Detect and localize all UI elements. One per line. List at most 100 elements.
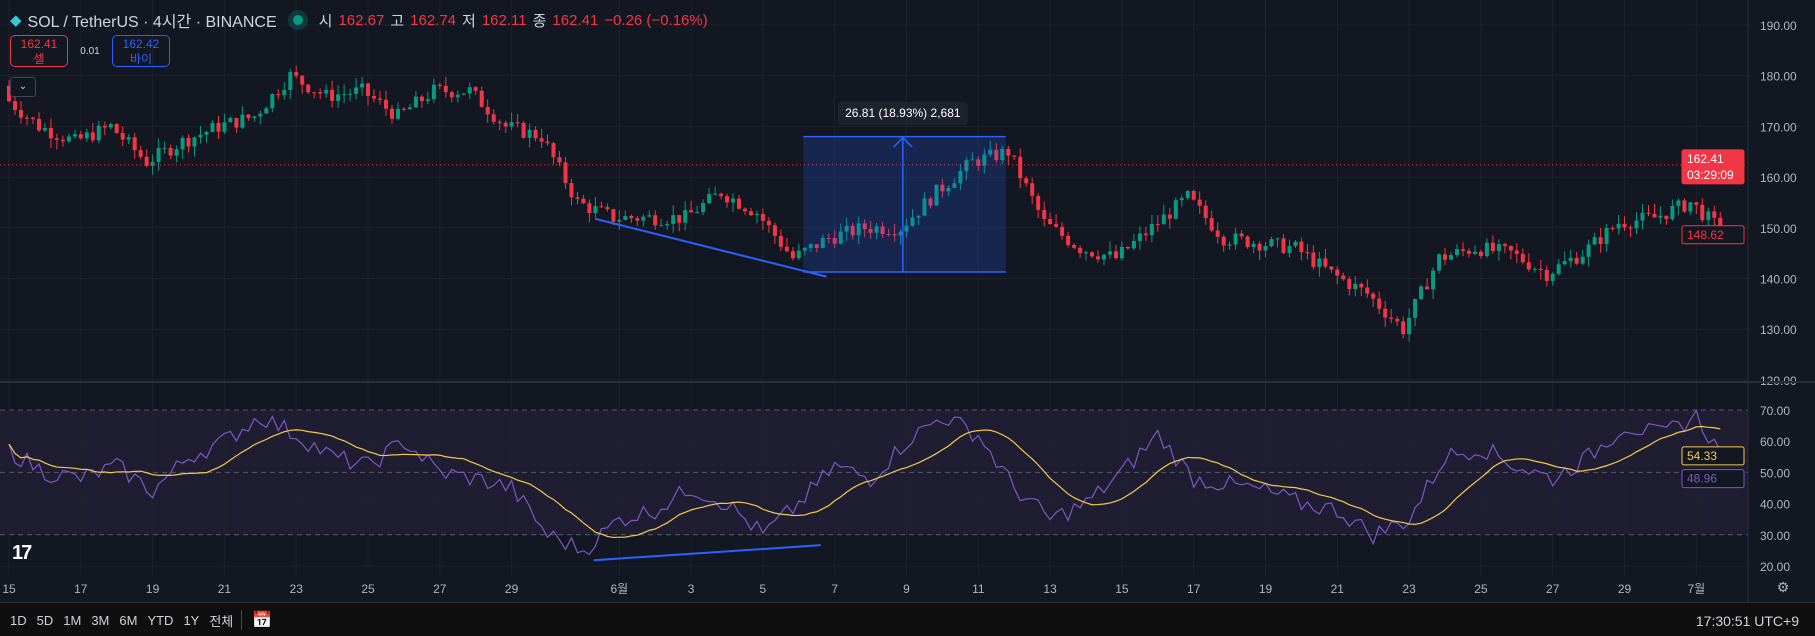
candle-body bbox=[1191, 191, 1196, 200]
candle-body bbox=[1592, 237, 1597, 245]
range-ytd[interactable]: YTD bbox=[147, 612, 174, 628]
candle-body bbox=[126, 137, 131, 140]
candle-body bbox=[1694, 202, 1699, 205]
candle-body bbox=[982, 154, 987, 166]
candle-body bbox=[844, 225, 849, 232]
clock[interactable]: 17:30:51 UTC+9 bbox=[1695, 613, 1799, 629]
time-tick-label: 15 bbox=[1115, 582, 1129, 596]
candle-body bbox=[563, 162, 568, 183]
range-all[interactable]: 전체 bbox=[209, 613, 234, 629]
goto-date-icon[interactable]: 📅 bbox=[252, 612, 273, 629]
candle-body bbox=[1407, 317, 1412, 335]
candle-body bbox=[1108, 251, 1112, 255]
candle-body bbox=[1490, 242, 1495, 251]
candle-body bbox=[671, 215, 676, 224]
candle-body bbox=[72, 134, 77, 137]
measure-box bbox=[803, 136, 1006, 273]
candle-body bbox=[1078, 247, 1083, 254]
candle-body bbox=[258, 113, 263, 117]
candle-body bbox=[820, 237, 825, 248]
candle-body bbox=[874, 226, 879, 233]
candle-body bbox=[180, 138, 185, 150]
candle-body bbox=[725, 196, 729, 203]
candle-body bbox=[1700, 204, 1705, 221]
tradingview-logo[interactable]: 17 bbox=[12, 542, 32, 564]
candle-body bbox=[970, 159, 975, 161]
candle-body bbox=[1251, 243, 1256, 248]
candle-body bbox=[1580, 256, 1585, 264]
candle-body bbox=[264, 108, 269, 114]
candle-body bbox=[1508, 245, 1513, 251]
candle-body bbox=[802, 247, 807, 251]
range-1m[interactable]: 1M bbox=[63, 612, 82, 628]
candle-body bbox=[54, 138, 59, 140]
candle-body bbox=[1473, 251, 1477, 254]
candle-body bbox=[156, 148, 161, 163]
candle-body bbox=[1443, 254, 1447, 260]
candle-body bbox=[1353, 283, 1358, 290]
candle-body bbox=[719, 193, 724, 197]
candle-body bbox=[437, 84, 442, 86]
candle-body bbox=[1155, 223, 1160, 225]
time-tick-label: 27 bbox=[433, 582, 447, 596]
candle-body bbox=[527, 129, 532, 138]
candle-body bbox=[1622, 223, 1627, 228]
candle-body bbox=[1371, 293, 1376, 299]
candle-body bbox=[390, 108, 394, 119]
candle-body bbox=[1167, 214, 1172, 219]
candle-body bbox=[778, 235, 783, 247]
collapse-legend-button[interactable]: ⌄ bbox=[10, 77, 36, 97]
candle-body bbox=[246, 114, 251, 119]
candle-body bbox=[37, 118, 41, 131]
price-tick-label: 190.00 bbox=[1760, 19, 1797, 33]
close-value: 162.41 bbox=[552, 11, 599, 29]
candle-body bbox=[114, 124, 119, 134]
candle-body bbox=[336, 94, 341, 101]
candle-body bbox=[138, 150, 143, 157]
candle-body bbox=[443, 85, 448, 93]
candle-body bbox=[1131, 240, 1136, 249]
symbol-title[interactable]: SOL / TetherUS · 4시간 · BINANCE bbox=[27, 14, 277, 31]
candle-body bbox=[958, 171, 963, 184]
range-1d[interactable]: 1D bbox=[10, 612, 27, 628]
buy-price: 162.42 bbox=[122, 37, 160, 51]
range-5d[interactable]: 5D bbox=[36, 612, 54, 628]
candle-body bbox=[192, 137, 197, 147]
candle-body bbox=[503, 122, 508, 127]
candle-body bbox=[1096, 256, 1100, 260]
candle-body bbox=[84, 132, 89, 139]
candle-body bbox=[946, 187, 951, 192]
candle-body bbox=[270, 94, 275, 109]
spread-value: 0.01 bbox=[80, 45, 100, 57]
sell-label: 셀 bbox=[33, 52, 45, 66]
settings-icon[interactable]: ⚙ bbox=[1777, 579, 1790, 595]
candle-body bbox=[850, 225, 855, 236]
candle-body bbox=[760, 213, 765, 221]
range-3m[interactable]: 3M bbox=[91, 612, 110, 628]
sell-button[interactable]: 162.41 셀 bbox=[10, 35, 68, 67]
candle-body bbox=[150, 162, 155, 166]
buy-button[interactable]: 162.42 바이 bbox=[112, 35, 170, 67]
range-6m[interactable]: 6M bbox=[119, 612, 138, 628]
open-value: 162.67 bbox=[338, 11, 385, 29]
candle-body bbox=[1269, 239, 1274, 247]
candle-body bbox=[689, 210, 694, 213]
candle-body bbox=[1706, 211, 1711, 221]
candle-body bbox=[731, 198, 735, 203]
time-tick-label: 23 bbox=[290, 582, 304, 596]
candle-body bbox=[1568, 257, 1573, 262]
candle-body bbox=[856, 223, 861, 236]
time-tick-label: 11 bbox=[972, 582, 985, 596]
candle-body bbox=[318, 92, 323, 94]
measure-label: 26.81 (18.93%) 2,681 bbox=[845, 106, 961, 120]
candle-body bbox=[1640, 212, 1645, 221]
candle-body bbox=[461, 93, 466, 95]
range-1y[interactable]: 1Y bbox=[183, 612, 200, 628]
candle-body bbox=[1383, 308, 1388, 318]
candle-body bbox=[1084, 252, 1088, 254]
candle-body bbox=[1293, 241, 1298, 247]
rsi-tick-label: 60.00 bbox=[1760, 435, 1790, 449]
candle-body bbox=[952, 183, 957, 188]
